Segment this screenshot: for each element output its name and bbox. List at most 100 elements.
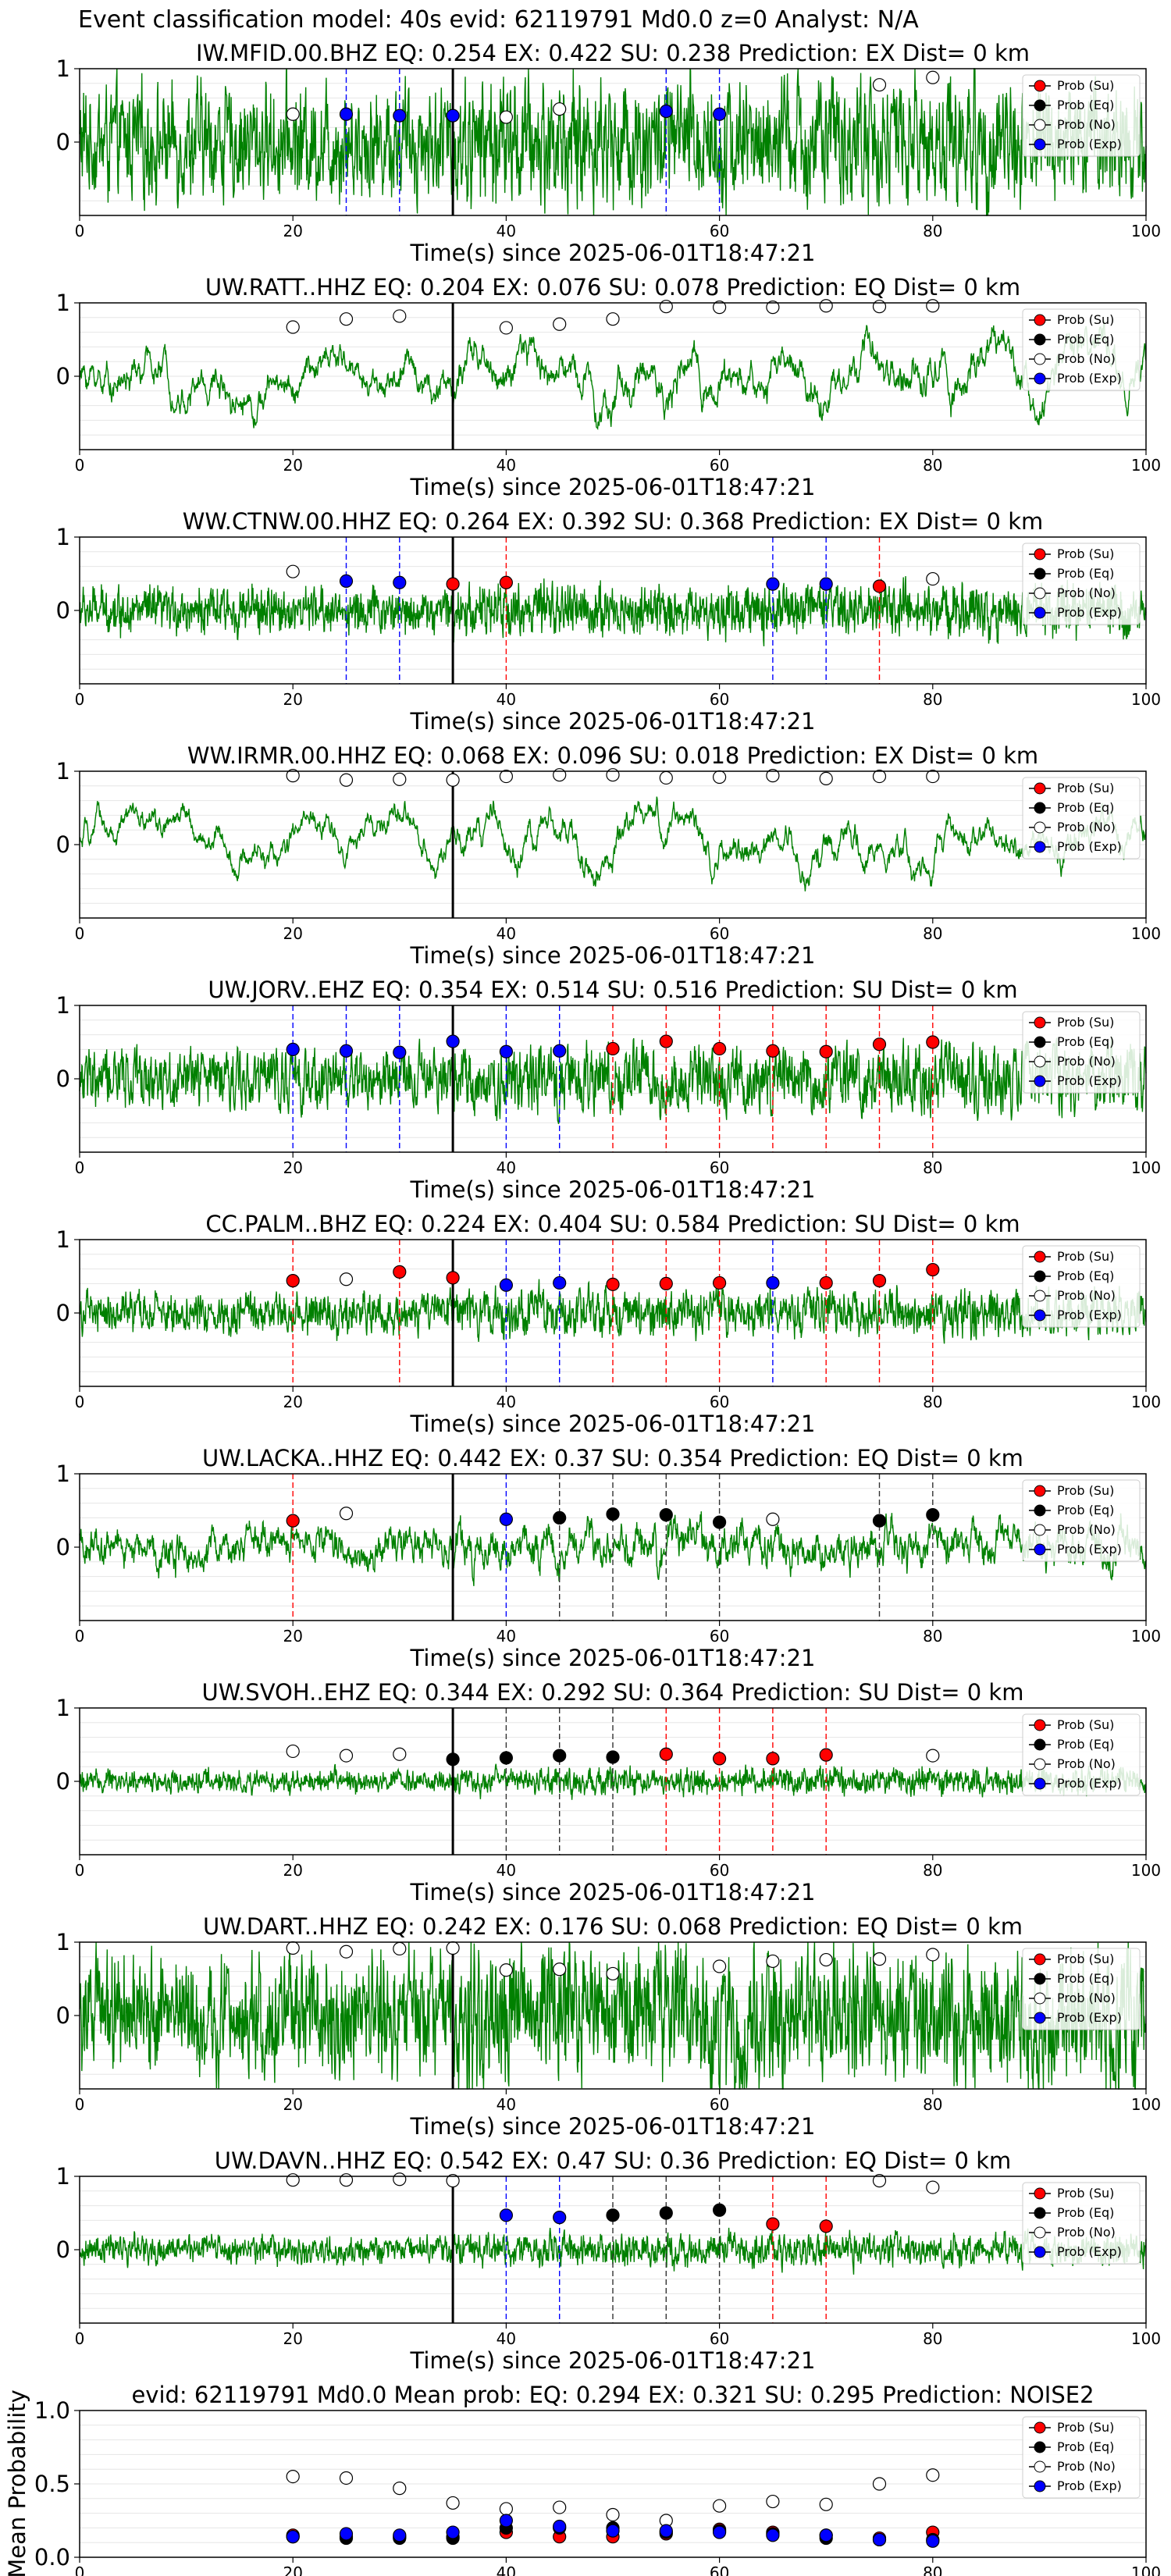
- legend-marker-no: [1034, 821, 1046, 834]
- prob-marker-su: [926, 1262, 940, 1277]
- y-tick-label: 1: [56, 290, 70, 316]
- x-tick-label: 20: [283, 2564, 302, 2576]
- legend-label-no: Prob (No): [1057, 820, 1116, 834]
- legend: Prob (Su) Prob (Eq) Prob (No) Prob (Exp): [1022, 777, 1141, 859]
- legend-marker-no: [1034, 119, 1046, 131]
- legend: Prob (Su) Prob (Eq) Prob (No) Prob (Exp): [1022, 1011, 1141, 1094]
- legend-marker-eq: [1034, 568, 1046, 580]
- prob-marker-no: [712, 1959, 727, 1973]
- legend-label-no: Prob (No): [1057, 2225, 1116, 2240]
- prob-marker-exp: [393, 575, 407, 589]
- legend-label-exp: Prob (Exp): [1057, 2478, 1122, 2493]
- prob-marker-no: [339, 773, 354, 787]
- legend-marker-su: [1034, 1953, 1046, 1966]
- legend-marker-eq: [1034, 802, 1046, 814]
- prob-marker-exp: [446, 109, 460, 123]
- legend-label-eq: Prob (Eq): [1057, 566, 1114, 581]
- legend-label-su: Prob (Su): [1057, 1483, 1114, 1498]
- x-tick-label: 100: [1131, 924, 1161, 943]
- prob-marker-exp: [499, 1044, 514, 1059]
- mean-prob-marker-exp: [553, 2519, 567, 2534]
- mean-prob-marker-no: [393, 2482, 407, 2496]
- prob-marker-eq: [553, 1749, 567, 1763]
- prob-marker-su: [872, 579, 887, 593]
- prob-marker-no: [286, 564, 300, 578]
- prob-marker-no: [872, 78, 887, 92]
- prob-marker-no: [339, 1944, 354, 1959]
- y-tick-label: 1: [56, 1929, 70, 1955]
- legend-frame: [1022, 2182, 1141, 2265]
- figure-suptitle: Event classification model: 40s evid: 62…: [78, 6, 919, 34]
- station-panel: UW.LACKA..HHZ EQ: 0.442 EX: 0.37 SU: 0.3…: [56, 1445, 1162, 1671]
- prob-marker-no: [553, 102, 567, 116]
- x-tick-label: 0: [75, 2095, 85, 2114]
- prob-marker-no: [926, 2180, 940, 2194]
- prob-marker-no: [286, 1941, 300, 1955]
- panel-title: UW.RATT..HHZ EQ: 0.204 EX: 0.076 SU: 0.0…: [205, 274, 1020, 301]
- mean-prob-marker-no: [872, 2477, 887, 2491]
- prob-marker-su: [819, 2219, 833, 2233]
- legend-label-no: Prob (No): [1057, 1756, 1116, 1771]
- prob-marker-exp: [553, 2211, 567, 2225]
- prob-marker-no: [286, 107, 300, 121]
- x-axis-label: Time(s) since 2025-06-01T18:47:21: [410, 2347, 816, 2374]
- x-tick-label: 60: [710, 222, 729, 240]
- y-tick-label: 0: [56, 1066, 70, 1092]
- x-tick-label: 100: [1131, 1861, 1161, 1880]
- prob-marker-no: [446, 773, 460, 787]
- waveform-trace: [79, 320, 1147, 431]
- prob-marker-eq: [712, 2203, 727, 2217]
- prob-marker-no: [606, 312, 620, 326]
- prob-marker-su: [712, 1276, 727, 1290]
- prob-marker-no: [766, 769, 780, 783]
- prob-marker-su: [499, 575, 514, 589]
- legend-label-eq: Prob (Eq): [1057, 98, 1114, 112]
- prob-marker-no: [286, 320, 300, 334]
- legend-marker-exp: [1034, 1309, 1046, 1322]
- prob-marker-eq: [499, 1751, 514, 1765]
- x-tick-label: 80: [923, 1158, 942, 1177]
- prob-marker-no: [339, 1272, 354, 1286]
- prob-marker-no: [553, 317, 567, 331]
- legend-label-exp: Prob (Exp): [1057, 605, 1122, 620]
- legend-marker-exp: [1034, 1543, 1046, 1556]
- x-tick-label: 20: [283, 1158, 302, 1177]
- x-tick-label: 100: [1131, 2329, 1161, 2348]
- legend-marker-eq: [1034, 99, 1046, 112]
- prob-marker-eq: [606, 2208, 620, 2222]
- legend-label-eq: Prob (Eq): [1057, 332, 1114, 347]
- x-tick-label: 100: [1131, 1627, 1161, 1646]
- x-tick-label: 20: [283, 1627, 302, 1646]
- prob-marker-no: [499, 1963, 514, 1977]
- legend-label-no: Prob (No): [1057, 1991, 1116, 2005]
- legend-frame: [1022, 777, 1141, 859]
- station-panel: UW.SVOH..EHZ EQ: 0.344 EX: 0.292 SU: 0.3…: [56, 1679, 1162, 1905]
- panel-title: WW.IRMR.00.HHZ EQ: 0.068 EX: 0.096 SU: 0…: [187, 742, 1038, 769]
- x-tick-label: 20: [283, 924, 302, 943]
- x-tick-label: 20: [283, 456, 302, 475]
- legend: Prob (Su) Prob (Eq) Prob (No) Prob (Exp): [1022, 2182, 1141, 2265]
- x-axis-label: Time(s) since 2025-06-01T18:47:21: [410, 1176, 816, 1203]
- legend-label-no: Prob (No): [1057, 2459, 1116, 2474]
- legend-marker-no: [1034, 1758, 1046, 1770]
- legend-label-exp: Prob (Exp): [1057, 371, 1122, 386]
- legend-marker-no: [1034, 587, 1046, 600]
- x-tick-label: 40: [497, 1627, 516, 1646]
- prob-marker-eq: [659, 2206, 673, 2220]
- prob-marker-exp: [393, 109, 407, 123]
- x-tick-label: 80: [923, 2095, 942, 2114]
- prob-marker-no: [872, 300, 887, 314]
- mean-prob-marker-no: [926, 2468, 940, 2482]
- y-tick-label: 0: [56, 1300, 70, 1326]
- prob-marker-su: [872, 1037, 887, 1051]
- mean-prob-marker-no: [499, 2502, 514, 2516]
- y-tick-label: 1: [56, 992, 70, 1019]
- prob-marker-eq: [659, 1508, 673, 1522]
- legend-label-eq: Prob (Eq): [1057, 2439, 1114, 2454]
- x-tick-label: 40: [497, 2095, 516, 2114]
- prob-marker-exp: [393, 1045, 407, 1059]
- prob-marker-exp: [766, 1276, 780, 1290]
- prob-marker-no: [659, 300, 673, 314]
- prob-marker-eq: [553, 1510, 567, 1525]
